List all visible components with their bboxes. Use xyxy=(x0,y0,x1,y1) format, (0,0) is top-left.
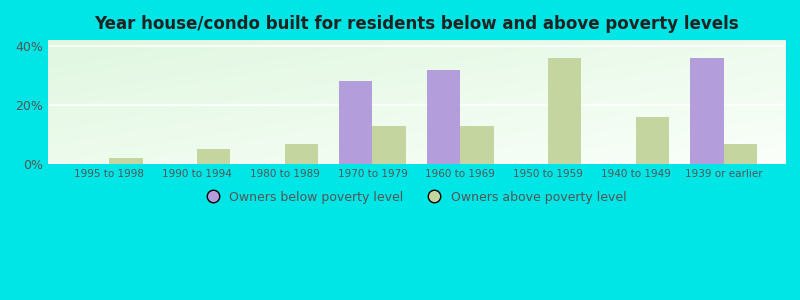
Bar xyxy=(636,117,669,164)
Legend: Owners below poverty level, Owners above poverty level: Owners below poverty level, Owners above… xyxy=(200,184,633,210)
Bar xyxy=(690,58,723,164)
Bar xyxy=(723,143,757,164)
Bar xyxy=(197,149,230,164)
Bar xyxy=(285,143,318,164)
Bar xyxy=(427,70,460,164)
Bar xyxy=(460,126,494,164)
Bar xyxy=(373,126,406,164)
Bar xyxy=(109,158,142,164)
Bar xyxy=(339,82,373,164)
Title: Year house/condo built for residents below and above poverty levels: Year house/condo built for residents bel… xyxy=(94,15,738,33)
Bar xyxy=(548,58,582,164)
